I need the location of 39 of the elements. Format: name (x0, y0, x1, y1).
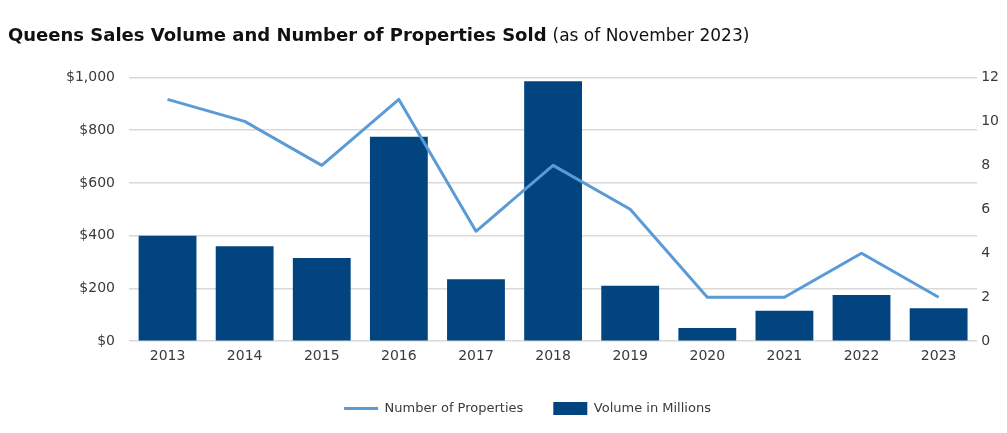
bar (678, 328, 737, 341)
y2-tick-label: 8 (981, 155, 991, 172)
legend-label: Number of Properties (384, 399, 524, 415)
x-tick-label: 2015 (303, 347, 340, 364)
x-tick-label: 2022 (843, 347, 880, 364)
bar (601, 285, 660, 341)
x-tick-label: 2019 (612, 347, 649, 364)
x-tick-label: 2014 (226, 347, 263, 364)
bar (447, 279, 505, 341)
bar (292, 258, 351, 341)
x-tick-label: 2023 (920, 347, 957, 364)
x-tick-label: 2013 (149, 347, 186, 364)
y2-tick-label: 12 (981, 68, 1000, 85)
y2-tick-label: 6 (981, 199, 991, 216)
y2-tick-label: 10 (981, 112, 1000, 129)
y-tick-label: $0 (97, 331, 115, 348)
bar (755, 310, 814, 341)
bar (524, 81, 582, 341)
bar (215, 246, 274, 341)
bar (369, 136, 428, 341)
y-tick-label: $600 (79, 173, 115, 190)
x-tick-label: 2018 (535, 347, 571, 364)
x-tick-label: 2016 (381, 347, 417, 364)
y-tick-label: $1,000 (65, 68, 115, 85)
chart-subtitle: (as of November 2023) (552, 25, 750, 45)
y-tick-label: $200 (79, 279, 115, 296)
y2-tick-label: 4 (981, 243, 991, 260)
legend-label: Volume in Millions (593, 399, 712, 415)
y2-tick-label: 2 (981, 287, 991, 304)
y-tick-label: $800 (79, 120, 115, 137)
x-tick-label: 2017 (458, 347, 494, 364)
x-tick-label: 2021 (766, 347, 803, 364)
x-tick-label: 2020 (689, 347, 726, 364)
chart-title: Queens Sales Volume and Number of Properties Sold (8, 24, 547, 45)
y2-tick-label: 0 (981, 331, 991, 348)
y-tick-label: $400 (79, 226, 115, 243)
bar (138, 235, 197, 341)
bar (909, 308, 968, 341)
bar (832, 295, 891, 341)
